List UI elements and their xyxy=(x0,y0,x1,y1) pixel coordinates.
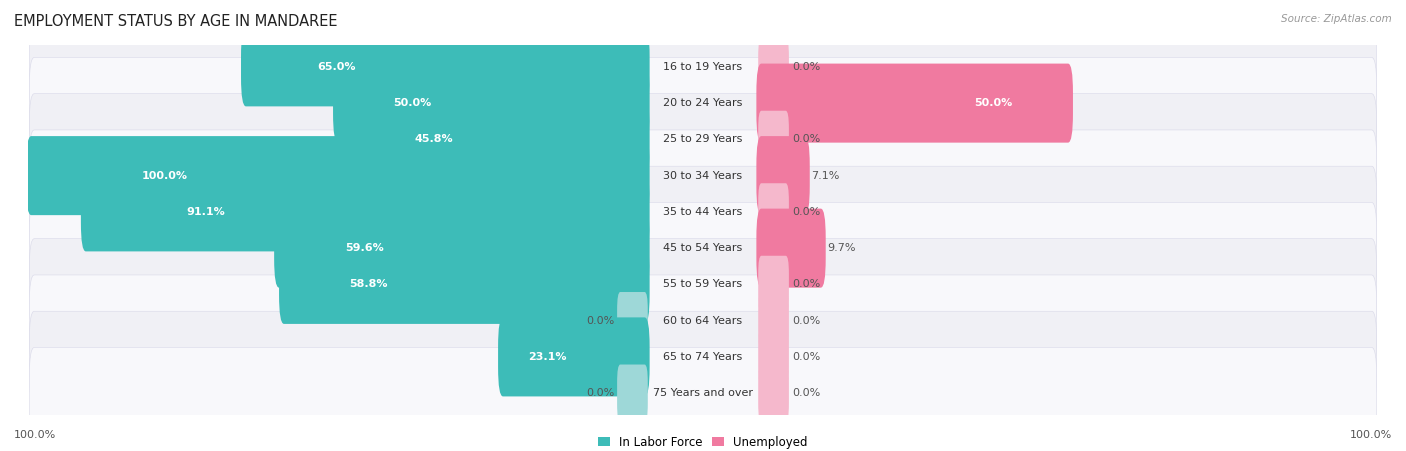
FancyBboxPatch shape xyxy=(758,38,789,96)
Text: 60 to 64 Years: 60 to 64 Years xyxy=(664,316,742,326)
Text: 55 to 59 Years: 55 to 59 Years xyxy=(664,280,742,290)
Text: 20 to 24 Years: 20 to 24 Years xyxy=(664,98,742,108)
Text: EMPLOYMENT STATUS BY AGE IN MANDAREE: EMPLOYMENT STATUS BY AGE IN MANDAREE xyxy=(14,14,337,28)
FancyBboxPatch shape xyxy=(30,347,1376,439)
Text: 50.0%: 50.0% xyxy=(394,98,432,108)
FancyBboxPatch shape xyxy=(30,275,1376,366)
Text: 0.0%: 0.0% xyxy=(586,316,614,326)
Text: 50.0%: 50.0% xyxy=(974,98,1012,108)
FancyBboxPatch shape xyxy=(30,311,1376,403)
Text: 16 to 19 Years: 16 to 19 Years xyxy=(664,62,742,72)
FancyBboxPatch shape xyxy=(758,292,789,349)
FancyBboxPatch shape xyxy=(30,94,1376,185)
Text: 45.8%: 45.8% xyxy=(415,134,453,144)
FancyBboxPatch shape xyxy=(30,166,1376,258)
Text: 100.0%: 100.0% xyxy=(142,170,187,180)
Text: 0.0%: 0.0% xyxy=(792,207,820,217)
FancyBboxPatch shape xyxy=(274,209,650,288)
Text: 7.1%: 7.1% xyxy=(811,170,839,180)
Text: 100.0%: 100.0% xyxy=(1350,430,1392,440)
FancyBboxPatch shape xyxy=(359,100,650,179)
Text: Source: ZipAtlas.com: Source: ZipAtlas.com xyxy=(1281,14,1392,23)
FancyBboxPatch shape xyxy=(333,64,650,143)
Text: 0.0%: 0.0% xyxy=(792,316,820,326)
FancyBboxPatch shape xyxy=(30,57,1376,149)
FancyBboxPatch shape xyxy=(82,172,650,251)
FancyBboxPatch shape xyxy=(758,183,789,240)
Text: 30 to 34 Years: 30 to 34 Years xyxy=(664,170,742,180)
FancyBboxPatch shape xyxy=(758,111,789,168)
FancyBboxPatch shape xyxy=(758,328,789,386)
Text: 0.0%: 0.0% xyxy=(792,352,820,362)
FancyBboxPatch shape xyxy=(30,202,1376,294)
Text: 23.1%: 23.1% xyxy=(529,352,567,362)
Text: 0.0%: 0.0% xyxy=(586,388,614,398)
FancyBboxPatch shape xyxy=(756,64,1073,143)
FancyBboxPatch shape xyxy=(758,256,789,313)
Text: 100.0%: 100.0% xyxy=(14,430,56,440)
FancyBboxPatch shape xyxy=(617,292,648,349)
Text: 25 to 29 Years: 25 to 29 Years xyxy=(664,134,742,144)
FancyBboxPatch shape xyxy=(756,136,810,215)
Legend: In Labor Force, Unemployed: In Labor Force, Unemployed xyxy=(593,431,813,451)
FancyBboxPatch shape xyxy=(30,21,1376,113)
Text: 0.0%: 0.0% xyxy=(792,280,820,290)
FancyBboxPatch shape xyxy=(27,136,650,215)
FancyBboxPatch shape xyxy=(278,245,650,324)
FancyBboxPatch shape xyxy=(617,364,648,422)
Text: 45 to 54 Years: 45 to 54 Years xyxy=(664,243,742,253)
Text: 58.8%: 58.8% xyxy=(349,280,388,290)
Text: 75 Years and over: 75 Years and over xyxy=(652,388,754,398)
Text: 9.7%: 9.7% xyxy=(827,243,855,253)
FancyBboxPatch shape xyxy=(756,209,825,288)
Text: 91.1%: 91.1% xyxy=(187,207,225,217)
FancyBboxPatch shape xyxy=(240,28,650,106)
Text: 35 to 44 Years: 35 to 44 Years xyxy=(664,207,742,217)
FancyBboxPatch shape xyxy=(498,318,650,396)
Text: 65 to 74 Years: 65 to 74 Years xyxy=(664,352,742,362)
Text: 0.0%: 0.0% xyxy=(792,388,820,398)
Text: 65.0%: 65.0% xyxy=(318,62,356,72)
FancyBboxPatch shape xyxy=(30,239,1376,330)
Text: 0.0%: 0.0% xyxy=(792,62,820,72)
Text: 59.6%: 59.6% xyxy=(344,243,384,253)
Text: 0.0%: 0.0% xyxy=(792,134,820,144)
FancyBboxPatch shape xyxy=(30,130,1376,221)
FancyBboxPatch shape xyxy=(758,364,789,422)
